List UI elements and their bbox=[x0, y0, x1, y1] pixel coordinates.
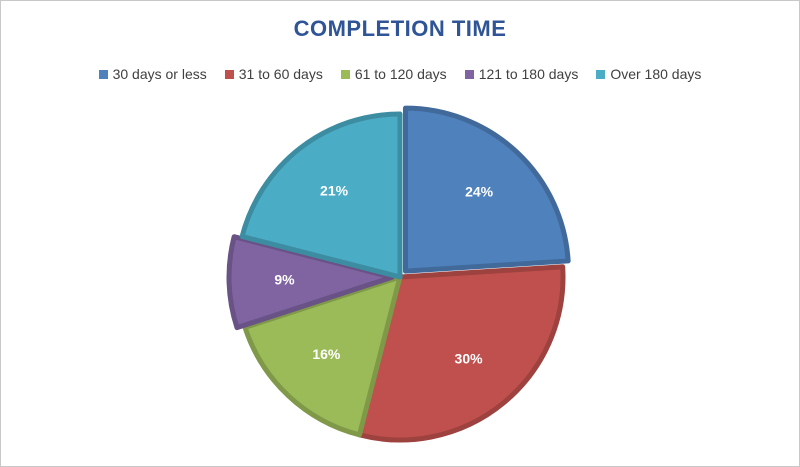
pie-slice-31-to-60-days bbox=[356, 264, 566, 443]
legend-swatch-over-180-days bbox=[596, 69, 606, 79]
legend-swatch-121-to-180-days bbox=[464, 69, 474, 79]
legend-label-61-to-120-days: 61 to 120 days bbox=[354, 66, 447, 82]
legend-swatch-30-days-or-less bbox=[98, 69, 108, 79]
pie-label-31-to-60-days: 30% bbox=[455, 351, 484, 367]
pie-slice-121-to-180-days bbox=[226, 234, 395, 331]
pie-label-61-to-120-days: 16% bbox=[312, 346, 341, 362]
legend-label-over-180-days: Over 180 days bbox=[610, 66, 702, 82]
legend-item-31-to-60-days: 31 to 60 days bbox=[224, 66, 323, 82]
pie-slice-61-to-120-days bbox=[242, 274, 403, 438]
pie-label-over-180-days: 21% bbox=[320, 183, 349, 199]
legend-label-31-to-60-days: 31 to 60 days bbox=[238, 66, 323, 82]
pie-label-121-to-180-days: 9% bbox=[274, 271, 295, 287]
legend-item-30-days-or-less: 30 days or less bbox=[98, 66, 207, 82]
pie-slice-30-days-or-less bbox=[402, 105, 571, 274]
legend-label-30-days-or-less: 30 days or less bbox=[112, 66, 207, 82]
legend-label-121-to-180-days: 121 to 180 days bbox=[478, 66, 579, 82]
legend-swatch-61-to-120-days bbox=[340, 69, 350, 79]
legend-item-over-180-days: Over 180 days bbox=[596, 66, 701, 82]
pie-label-30-days-or-less: 24% bbox=[465, 183, 494, 199]
legend-swatch-31-to-60-days bbox=[224, 69, 234, 79]
legend-item-121-to-180-days: 121 to 180 days bbox=[464, 66, 579, 82]
chart-legend: 30 days or less 31 to 60 days 61 to 120 … bbox=[0, 66, 800, 82]
legend-item-61-to-120-days: 61 to 120 days bbox=[340, 66, 447, 82]
chart-title: COMPLETION TIME bbox=[293, 16, 507, 41]
pie-slice-over-180-days bbox=[239, 111, 403, 280]
